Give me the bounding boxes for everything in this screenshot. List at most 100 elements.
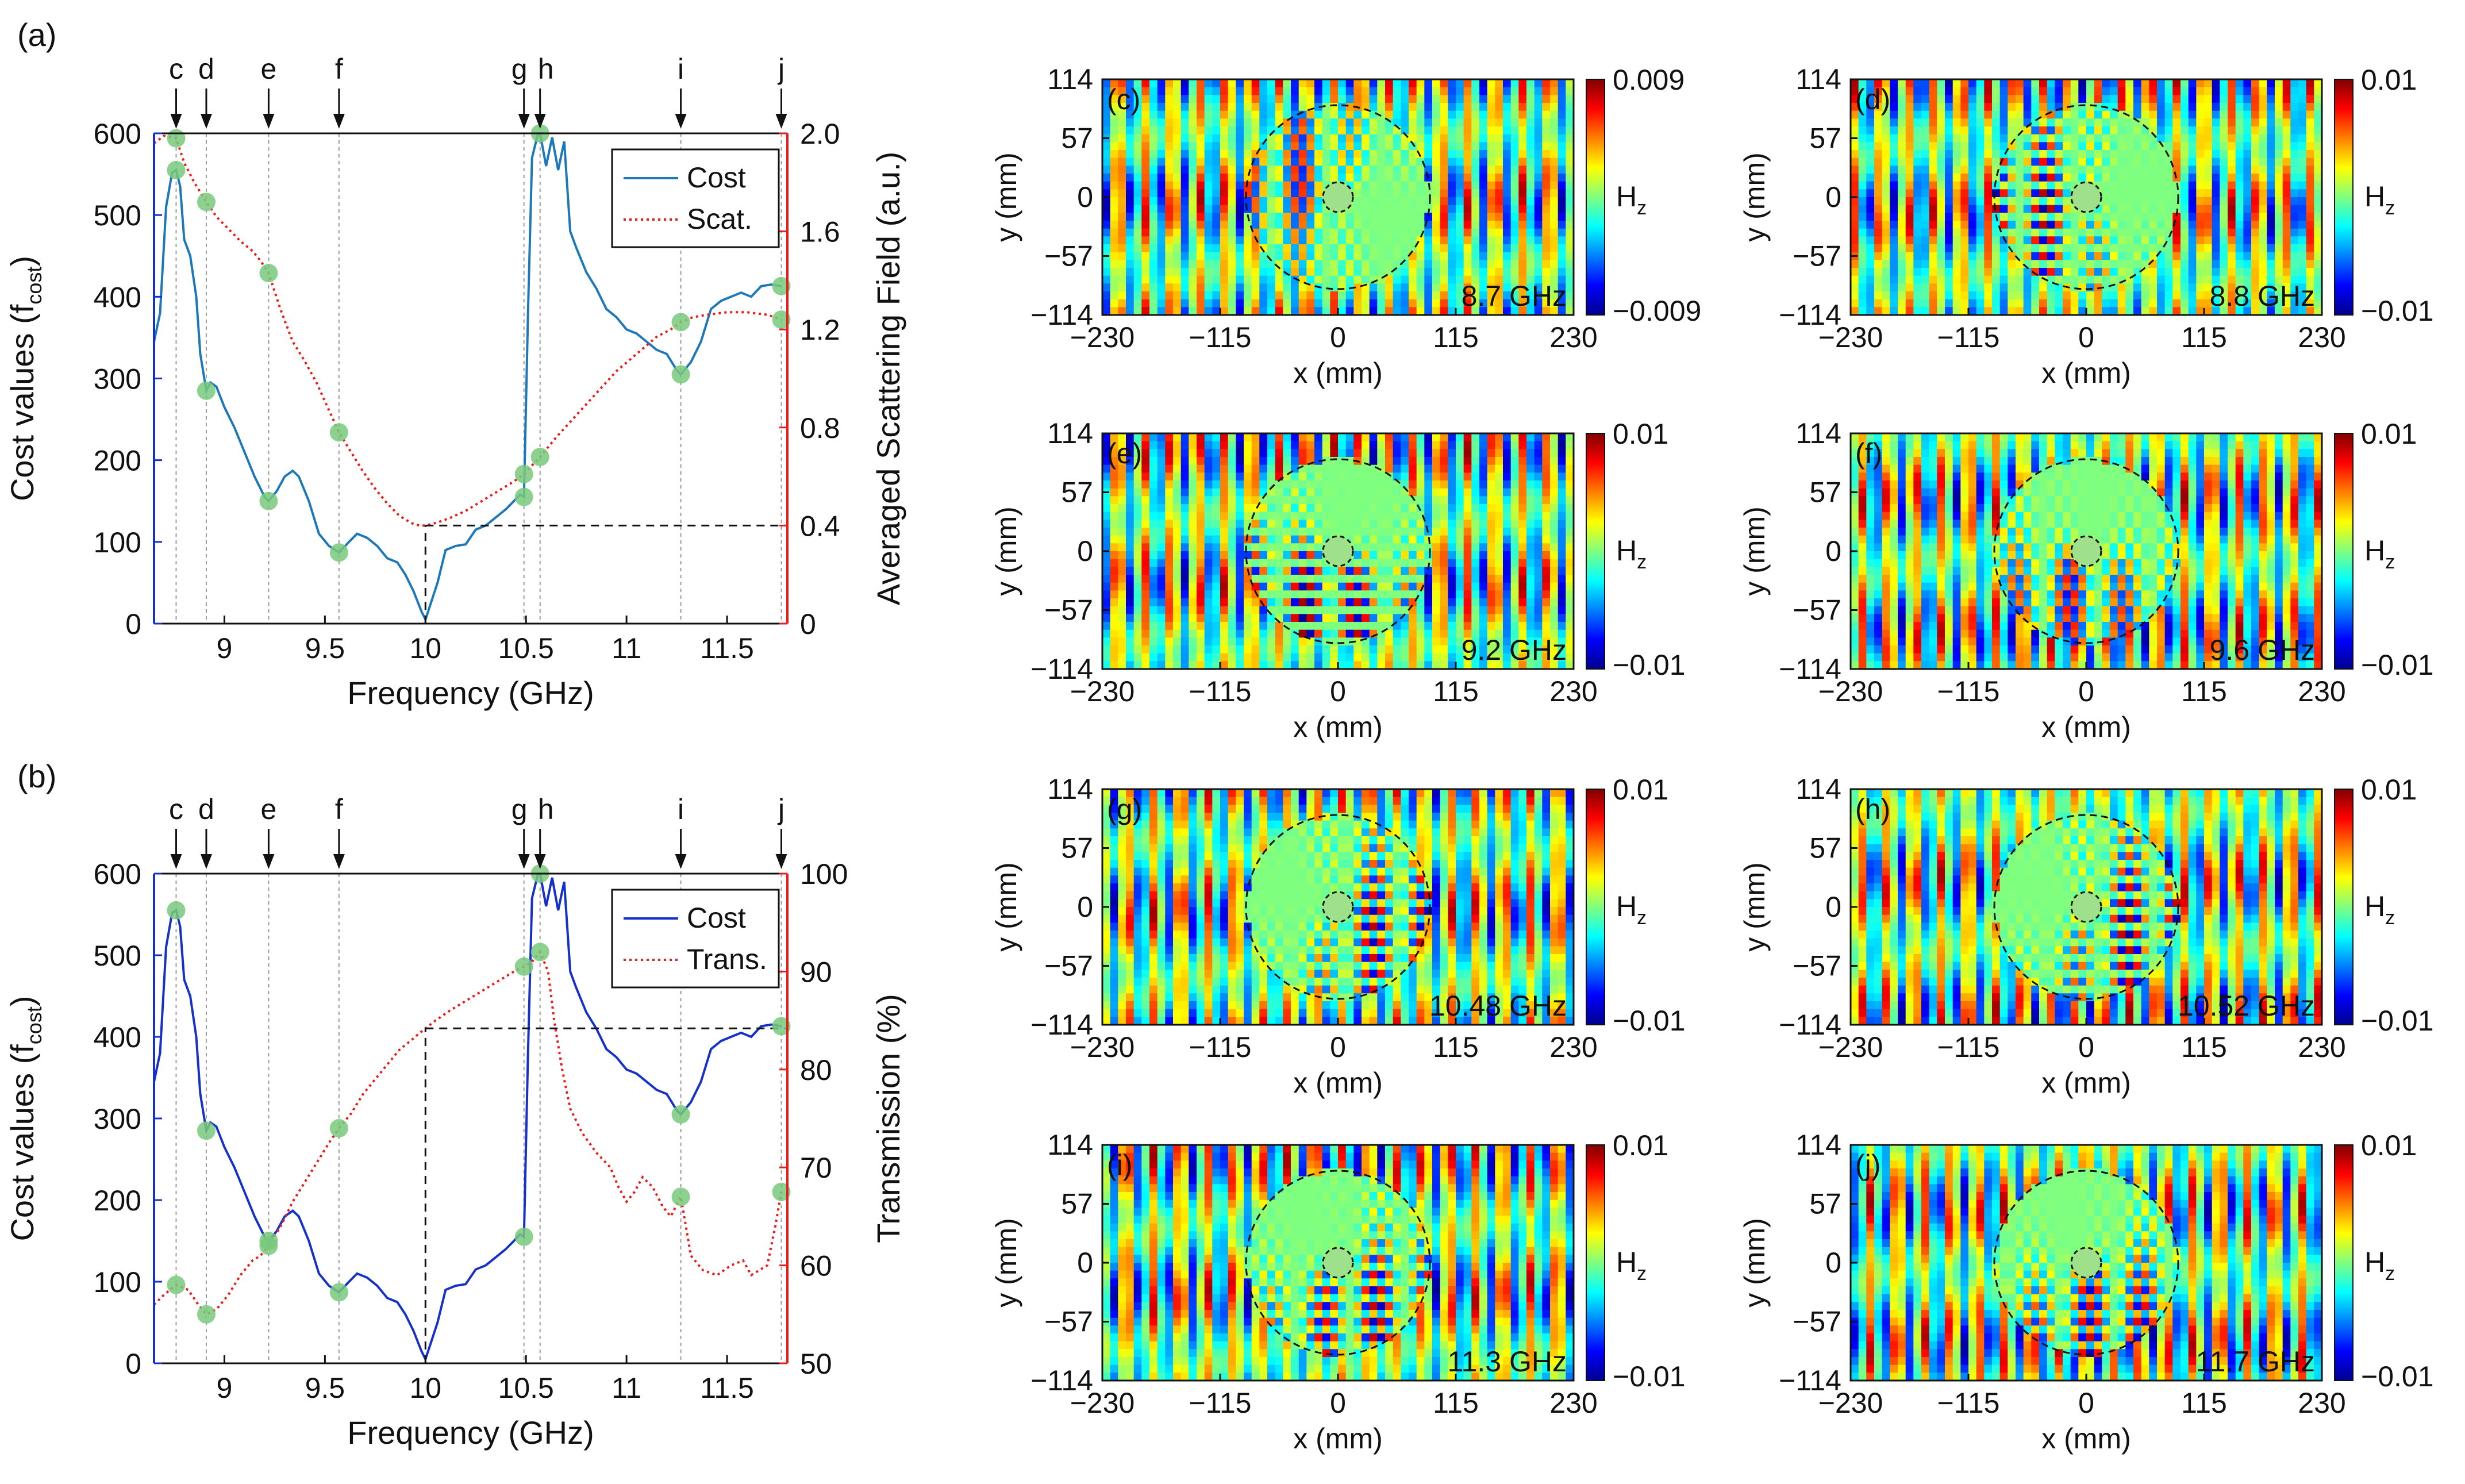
field-cell bbox=[2267, 213, 2275, 221]
field-cell bbox=[2125, 174, 2134, 182]
field-cell bbox=[1244, 488, 1252, 497]
field-cell bbox=[1204, 441, 1213, 449]
field-cell bbox=[1960, 221, 1969, 229]
field-cell bbox=[1866, 174, 1875, 182]
field-cell bbox=[1180, 174, 1189, 182]
field-cell bbox=[1448, 299, 1456, 307]
field-cell bbox=[2047, 213, 2055, 221]
field-cell bbox=[2181, 134, 2189, 143]
field-cell bbox=[1291, 441, 1299, 449]
field-cell bbox=[2039, 291, 2048, 300]
field-cell bbox=[1322, 118, 1330, 127]
field-cell bbox=[1353, 181, 1362, 190]
field-cell bbox=[1110, 535, 1118, 544]
field-cell bbox=[1298, 449, 1307, 457]
field-cell bbox=[2204, 236, 2213, 245]
field-cell bbox=[1110, 205, 1118, 213]
field-cell bbox=[1314, 157, 1323, 166]
field-cell bbox=[2188, 244, 2197, 253]
field-cell bbox=[2055, 307, 2063, 316]
colorbar-max: 0.009 bbox=[1613, 64, 1685, 96]
marker-arrow-head-j bbox=[775, 114, 787, 129]
field-cell bbox=[1945, 79, 1953, 88]
field-cell bbox=[1503, 504, 1512, 513]
field-cell bbox=[1141, 291, 1150, 300]
field-cell bbox=[1945, 307, 1953, 316]
field-cell bbox=[1189, 79, 1197, 88]
field-cell bbox=[1322, 472, 1330, 481]
field-cell bbox=[1259, 236, 1268, 245]
field-cell bbox=[1416, 457, 1425, 466]
field-cell bbox=[2290, 244, 2299, 253]
field-cell bbox=[2110, 181, 2118, 190]
field-cell bbox=[1874, 87, 1883, 95]
field-cell bbox=[1898, 228, 1906, 237]
field-cell bbox=[1913, 142, 1922, 151]
field-cell bbox=[2314, 95, 2322, 103]
field-cell bbox=[2110, 221, 2118, 229]
field-cell bbox=[1960, 189, 1969, 198]
field-cell bbox=[1393, 118, 1401, 127]
field-cell bbox=[1510, 457, 1519, 466]
field-cell bbox=[1212, 520, 1221, 528]
field-cell bbox=[1291, 118, 1299, 127]
field-cell bbox=[1149, 181, 1158, 190]
field-cell bbox=[1858, 150, 1867, 159]
field-cell bbox=[1133, 512, 1142, 520]
field-cell bbox=[1149, 496, 1158, 505]
field-cell bbox=[1236, 134, 1244, 143]
field-cell bbox=[1180, 189, 1189, 198]
field-cell bbox=[2102, 197, 2110, 206]
field-cell bbox=[1267, 535, 1276, 544]
field-cell bbox=[1149, 150, 1158, 159]
field-cell bbox=[1377, 441, 1386, 449]
field-cell bbox=[1976, 307, 1985, 316]
field-cell bbox=[1913, 134, 1922, 143]
field-cell bbox=[2110, 291, 2118, 300]
field-cell bbox=[1267, 433, 1276, 442]
field-cell bbox=[2078, 126, 2087, 135]
field-cell bbox=[1542, 299, 1551, 307]
field-cell bbox=[1882, 197, 1890, 206]
field-cell bbox=[1291, 236, 1299, 245]
field-cell bbox=[1471, 252, 1480, 260]
field-cell bbox=[1550, 441, 1559, 449]
field-cell bbox=[1212, 567, 1221, 575]
field-cell bbox=[1110, 575, 1118, 583]
field-cell bbox=[2157, 268, 2166, 276]
field-cell bbox=[1149, 275, 1158, 284]
field-cell bbox=[1189, 551, 1197, 560]
field-cell bbox=[1448, 150, 1456, 159]
field-cell bbox=[1180, 118, 1189, 127]
y-tick-label: 300 bbox=[94, 363, 141, 395]
field-cell bbox=[2172, 228, 2181, 237]
field-cell bbox=[1338, 79, 1347, 88]
field-cell bbox=[2086, 150, 2095, 159]
field-cell bbox=[1110, 543, 1118, 552]
field-cell bbox=[1283, 126, 1291, 135]
field-cell bbox=[1401, 87, 1409, 95]
field-cell bbox=[1133, 236, 1142, 245]
field-cell bbox=[1353, 95, 1362, 103]
field-cell bbox=[1283, 268, 1291, 276]
field-cell bbox=[1890, 142, 1898, 151]
field-cell bbox=[1550, 118, 1559, 127]
field-cell bbox=[1866, 221, 1875, 229]
marker-arrow-head-i bbox=[675, 114, 687, 129]
field-cell bbox=[1542, 157, 1551, 166]
field-cell bbox=[2008, 260, 2016, 268]
field-cell bbox=[1566, 480, 1574, 489]
field-cell bbox=[1479, 126, 1488, 135]
field-cell bbox=[1314, 543, 1323, 552]
field-cell bbox=[1945, 299, 1953, 307]
field-cell bbox=[1362, 157, 1370, 166]
field-cell bbox=[1960, 275, 1969, 284]
field-cell bbox=[1510, 433, 1519, 442]
field-cell bbox=[2070, 87, 2079, 95]
field-cell bbox=[2259, 174, 2267, 182]
field-cell bbox=[1149, 268, 1158, 276]
field-cell bbox=[1968, 213, 1977, 221]
field-cell bbox=[2110, 228, 2118, 237]
field-cell bbox=[2133, 244, 2142, 253]
field-cell bbox=[2251, 103, 2260, 112]
